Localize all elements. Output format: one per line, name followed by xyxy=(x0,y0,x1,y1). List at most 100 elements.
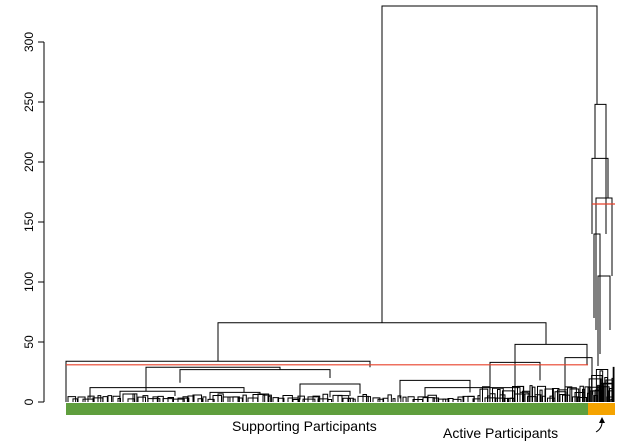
dendrogram-link xyxy=(381,5,598,323)
dendrogram-link xyxy=(145,366,281,392)
dendrogram-link xyxy=(612,366,615,402)
y-tick-label: 0 xyxy=(22,398,36,405)
dendrogram-link xyxy=(564,386,573,402)
dendrogram-link xyxy=(242,394,247,402)
dendrogram-link xyxy=(97,395,102,402)
dendrogram-link xyxy=(262,394,272,402)
dendrogram-link xyxy=(569,388,580,402)
dendrogram-link xyxy=(287,397,301,402)
dendrogram-link xyxy=(549,395,554,402)
dendrogram-link xyxy=(212,395,222,402)
supporting-participants-label: Supporting Participants xyxy=(232,418,377,434)
dendrogram-link xyxy=(402,396,407,402)
dendrogram-link xyxy=(237,397,243,402)
dendrogram-link xyxy=(257,393,270,402)
dendrogram-link xyxy=(182,396,188,402)
dendrogram-link xyxy=(422,397,435,402)
y-tick-label: 50 xyxy=(22,335,36,349)
active-participants-arrow xyxy=(595,417,605,433)
dendrogram-link xyxy=(452,398,462,402)
dendrogram-link xyxy=(392,398,396,402)
dendrogram-link xyxy=(302,398,316,402)
arrow-head xyxy=(599,417,605,423)
dendrogram-link xyxy=(187,395,195,402)
dendrogram-link xyxy=(367,396,372,402)
dendrogram-link xyxy=(179,369,331,383)
dendrogram-link xyxy=(529,385,533,402)
dendrogram-link xyxy=(424,387,521,398)
dendrogram-link xyxy=(277,397,285,402)
dendrogram-link xyxy=(479,388,489,402)
y-tick-label: 250 xyxy=(22,92,36,112)
y-tick-label: 300 xyxy=(22,32,36,52)
dendrogram-link xyxy=(217,322,547,362)
dendrogram-link xyxy=(137,396,147,402)
dendrogram-link xyxy=(122,393,136,402)
dendrogram-link xyxy=(417,396,428,402)
dendrogram-link xyxy=(107,395,113,402)
dendrogram-link xyxy=(572,396,580,402)
dendrogram-link xyxy=(207,398,215,402)
group-bars xyxy=(66,403,615,415)
dendrogram-link xyxy=(267,395,271,402)
dendrogram-link xyxy=(593,233,601,354)
dendrogram-link xyxy=(597,275,611,366)
dendrogram-link xyxy=(152,396,158,402)
dendrogram-link xyxy=(299,383,361,400)
dendrogram-link xyxy=(517,385,525,402)
supporting-participants-bar xyxy=(66,403,588,415)
dendrogram-link xyxy=(119,390,176,400)
dendrogram-link xyxy=(372,397,381,402)
dendrogram-link xyxy=(579,385,584,402)
dendrogram-link xyxy=(87,395,95,402)
dendrogram-link xyxy=(544,388,554,402)
y-tick-label: 100 xyxy=(22,272,36,292)
dendrogram-link xyxy=(537,385,547,402)
dendrogram-links xyxy=(65,5,615,402)
dendrogram-link xyxy=(377,398,385,402)
dendrogram-link xyxy=(282,394,293,402)
dendrogram-link xyxy=(89,387,245,399)
dendrogram-link xyxy=(329,390,351,398)
dendrogram-link xyxy=(604,377,608,402)
y-tick-label: 200 xyxy=(22,152,36,172)
dendrogram-link xyxy=(197,398,203,402)
dendrogram-link xyxy=(72,398,78,402)
dendrogram-link xyxy=(172,398,185,402)
dendrogram-link xyxy=(514,343,588,365)
y-axis: 0 50 100 150 200 250 300 xyxy=(22,32,45,405)
dendrogram-link xyxy=(132,393,138,402)
active-participants-bar xyxy=(588,403,615,415)
dendrogram-link xyxy=(202,396,207,402)
dendrogram-link xyxy=(102,396,108,402)
dendrogram-link xyxy=(397,395,402,402)
dendrogram-link xyxy=(442,398,447,402)
dendrogram-link xyxy=(117,398,122,402)
dendrogram-link xyxy=(127,398,135,402)
dendrogram-link xyxy=(462,395,475,402)
dendrogram-link xyxy=(554,391,567,402)
dendrogram-link xyxy=(327,398,333,402)
cut-lines xyxy=(66,203,615,366)
y-tick-label: 150 xyxy=(22,212,36,232)
active-participants-label: Active Participants xyxy=(443,425,558,441)
dendrogram-link xyxy=(432,397,440,402)
dendrogram-link xyxy=(232,396,240,402)
dendrogram-link xyxy=(332,394,343,402)
dendrogram-link xyxy=(167,396,175,402)
dendrogram-link xyxy=(112,395,121,402)
dendrogram-link xyxy=(504,397,509,402)
dendrogram-link xyxy=(222,396,231,402)
dendrogram-link xyxy=(147,398,161,402)
dendrogram-link xyxy=(387,394,392,402)
dendrogram-link xyxy=(352,398,356,402)
group-labels: Supporting Participants Active Participa… xyxy=(232,418,558,441)
dendrogram-link xyxy=(591,157,609,234)
dendrogram-link xyxy=(427,394,437,402)
dendrogram-link xyxy=(595,197,613,330)
dendrogram-link xyxy=(347,398,351,402)
dendrogram-link xyxy=(292,399,300,402)
dendrogram-link xyxy=(567,387,577,402)
dendrogram-link xyxy=(552,387,560,402)
